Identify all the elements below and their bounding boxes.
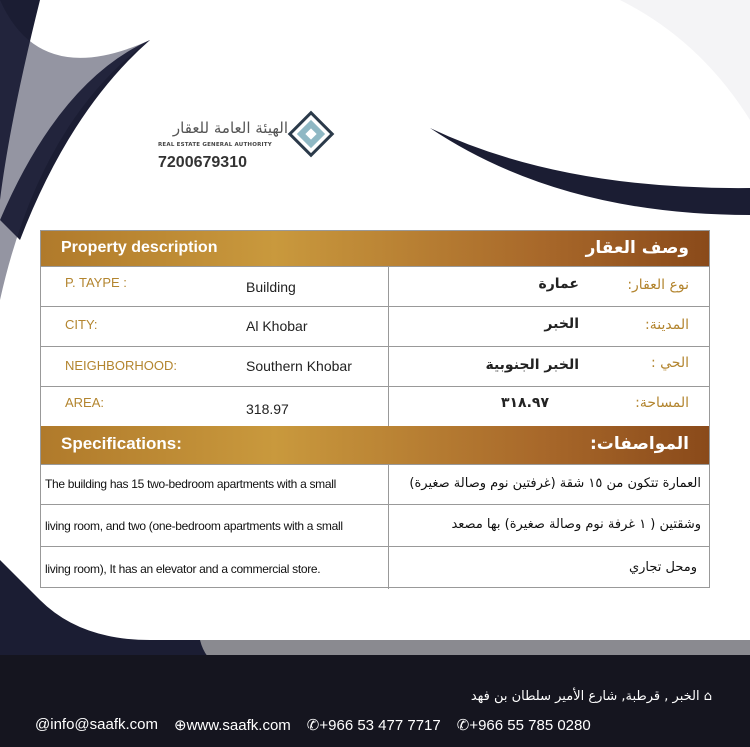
row-label: NEIGHBORHOOD:: [65, 358, 177, 373]
table-row: AREA: 318.97 ٣١٨.٩٧ المساحة:: [41, 386, 709, 426]
phone-icon: ✆: [456, 717, 470, 734]
address-text: الخبر , قرطبة, شارع الأمير سلطان بن فهد: [470, 689, 700, 704]
row-value-ar: الخبر الجنوبية: [485, 357, 579, 373]
at-icon: @: [35, 716, 51, 733]
location-icon: ⌂: [703, 689, 712, 704]
spec-row: living room, and two (one-bedroom apartm…: [41, 504, 709, 546]
email-link[interactable]: @ info@saafk.com: [35, 716, 158, 734]
row-label: AREA:: [65, 395, 105, 410]
logo-english-text: REAL ESTATE GENERAL AUTHORITY: [158, 142, 272, 148]
table-row: CITY: Al Khobar الخبر المدينة:: [41, 306, 709, 346]
row-label: CITY:: [65, 317, 98, 332]
row-value-ar: عمارة: [538, 276, 579, 292]
header-ar: وصف العقار: [585, 238, 689, 258]
email-text: info@saafk.com: [50, 716, 159, 733]
specs-header-en: Specifications:: [61, 434, 182, 453]
phone-link-1[interactable]: ✆+966 53 477 7717: [307, 716, 441, 734]
phone-icon: ✆: [306, 717, 320, 734]
row-label-ar: المساحة:: [635, 395, 689, 411]
row-label-ar: المدينة:: [645, 317, 689, 333]
property-table: Property description وصف العقار P. TAYPE…: [40, 230, 710, 589]
authority-emblem-icon: [287, 110, 335, 158]
row-value: Al Khobar: [246, 318, 308, 334]
spec-line-ar: وشقتين ( ١ غرفة نوم وصالة صغيرة) بها مصع…: [451, 517, 701, 532]
website-link[interactable]: ⊕www.saafk.com: [174, 716, 291, 734]
specifications-header: Specifications: المواصفات:: [41, 426, 709, 464]
row-value: 318.97: [246, 401, 289, 417]
spec-row: The building has 15 two-bedroom apartmen…: [41, 464, 709, 504]
spec-row: living room), It has an elevator and a c…: [41, 546, 709, 589]
row-label: P. TAYPE :: [65, 275, 127, 290]
spec-line-en: The building has 15 two-bedroom apartmen…: [45, 477, 336, 491]
row-value: Southern Khobar: [246, 358, 352, 374]
specs-header-ar: المواصفات:: [589, 434, 689, 454]
spec-line-ar: العمارة تتكون من ١٥ شقة (غرفتين نوم وصال…: [409, 476, 701, 491]
footer: ⌂ الخبر , قرطبة, شارع الأمير سلطان بن فه…: [0, 655, 750, 747]
authority-logo: الهيئة العامة للعقار REAL ESTATE GENERAL…: [155, 110, 335, 180]
header-en: Property description: [61, 239, 218, 256]
globe-icon: ⊕: [174, 717, 187, 734]
row-label-ar: الحي :: [650, 355, 689, 371]
row-value: Building: [246, 279, 296, 295]
address: ⌂ الخبر , قرطبة, شارع الأمير سلطان بن فه…: [471, 689, 712, 704]
license-number: 7200679310: [158, 154, 247, 171]
spec-line-en: living room, and two (one-bedroom apartm…: [45, 519, 343, 533]
phone-link-2[interactable]: ✆+966 55 785 0280: [457, 716, 591, 734]
phone-text: +966 55 785 0280: [469, 717, 591, 734]
website-text: www.saafk.com: [186, 717, 291, 734]
table-row: NEIGHBORHOOD: Southern Khobar الخبر الجن…: [41, 346, 709, 386]
contact-bar: @ info@saafk.com ⊕www.saafk.com ✆+966 53…: [35, 716, 591, 734]
row-value-ar: الخبر: [544, 316, 579, 332]
logo-arabic-text: الهيئة العامة للعقار: [172, 119, 288, 137]
row-value-ar: ٣١٨.٩٧: [500, 395, 549, 411]
property-description-header: Property description وصف العقار: [41, 231, 709, 266]
row-label-ar: نوع العقار:: [627, 277, 689, 293]
spec-line-ar: ومحل تجاري: [628, 560, 697, 575]
table-row: P. TAYPE : Building عمارة نوع العقار:: [41, 266, 709, 306]
spec-line-en: living room), It has an elevator and a c…: [45, 562, 321, 576]
phone-text: +966 53 477 7717: [319, 717, 441, 734]
